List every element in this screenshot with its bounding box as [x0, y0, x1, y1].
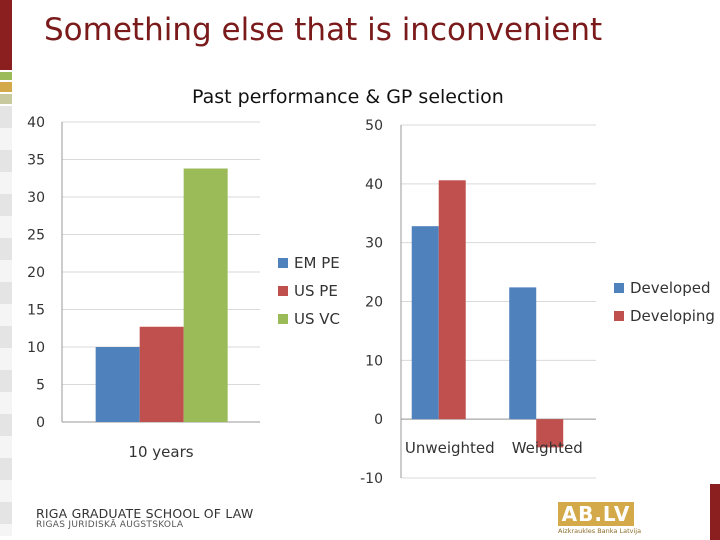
bar-em-pe-10-years	[95, 347, 140, 422]
bar-developed-weighted	[509, 287, 537, 420]
y-tick-label: 40	[27, 115, 45, 131]
y-tick-label: 35	[27, 153, 45, 169]
chart-10-years: 0 5 10 15 20 25 30 35 40 10 years EM PE US PE US VC	[27, 115, 340, 461]
y-tick-label: 20	[365, 295, 383, 311]
bar-developing-unweighted	[438, 180, 466, 420]
x-category-label: Weighted	[512, 439, 583, 457]
ablv-logo: AB.LV Aizkraukles Banka Latvija	[558, 502, 642, 538]
legend-label-em-pe: EM PE	[294, 254, 340, 272]
bar-developed-unweighted	[411, 226, 439, 420]
y-tick-label: -10	[360, 471, 383, 487]
y-tick-label: 15	[27, 303, 45, 319]
x-category-label: Unweighted	[405, 439, 495, 457]
legend-label-us-pe: US PE	[294, 282, 338, 300]
right-accent-bar	[710, 484, 720, 540]
left-decorative-strip	[0, 0, 22, 540]
footer-school-name-local: RIGAS JURIDISKĀ AUGSTSKOLA	[36, 520, 184, 530]
y-tick-label: 25	[27, 228, 45, 244]
slide-title: Something else that is inconvenient	[44, 12, 603, 48]
y-tick-label: 0	[374, 412, 383, 428]
legend-label-developing: Developing	[630, 307, 715, 325]
bar-developing-weighted	[536, 419, 564, 448]
y-tick-label: 10	[27, 340, 45, 356]
y-tick-label: 20	[27, 265, 45, 281]
y-tick-label: 30	[27, 190, 45, 206]
bar-us-pe-10-years	[139, 326, 184, 422]
logo-subtext: Aizkraukles Banka Latvija	[558, 527, 642, 535]
chart-developed-developing: -10 0 10 20 30 40 50 Unweighted Weighted Develope…	[360, 118, 715, 487]
legend-swatch	[278, 258, 288, 268]
x-category-label: 10 years	[128, 443, 193, 461]
y-tick-label: 50	[365, 118, 383, 134]
legend-swatch	[278, 286, 288, 296]
slide-subtitle: Past performance & GP selection	[192, 86, 504, 108]
y-tick-label: 40	[365, 177, 383, 193]
y-tick-label: 0	[36, 415, 45, 431]
y-tick-label: 30	[365, 236, 383, 252]
legend-label-developed: Developed	[630, 279, 711, 297]
legend-label-us-vc: US VC	[294, 310, 340, 328]
bar-us-vc-10-years	[183, 168, 228, 422]
logo-wordmark: AB.LV	[558, 502, 634, 526]
legend-swatch	[614, 283, 624, 293]
y-tick-label: 5	[36, 378, 45, 394]
legend-swatch	[614, 311, 624, 321]
legend-swatch	[278, 314, 288, 324]
y-tick-label: 10	[365, 353, 383, 369]
footer-school-name: RIGA GRADUATE SCHOOL OF LAW	[36, 506, 254, 521]
